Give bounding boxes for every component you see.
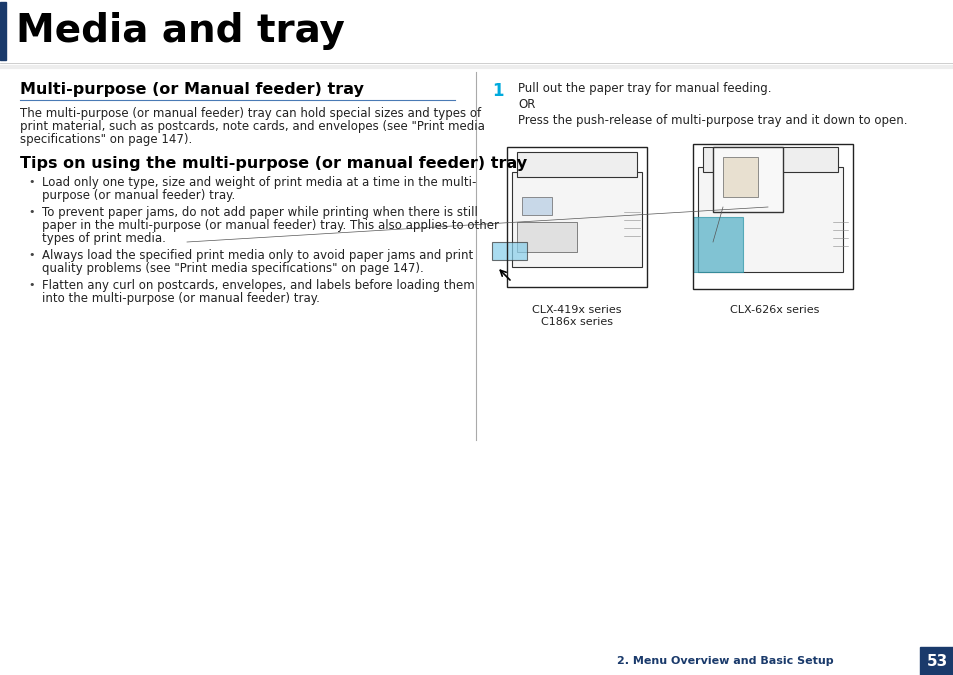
Bar xyxy=(702,147,837,172)
Bar xyxy=(919,647,953,675)
Text: •: • xyxy=(28,207,34,217)
Bar xyxy=(692,144,852,289)
Text: Always load the specified print media only to avoid paper jams and print: Always load the specified print media on… xyxy=(42,249,473,262)
Text: purpose (or manual feeder) tray.: purpose (or manual feeder) tray. xyxy=(42,189,235,202)
Text: types of print media.: types of print media. xyxy=(42,232,166,245)
Text: paper in the multi-purpose (or manual feeder) tray. This also applies to other: paper in the multi-purpose (or manual fe… xyxy=(42,219,498,232)
Text: quality problems (see "Print media specifications" on page 147).: quality problems (see "Print media speci… xyxy=(42,262,423,275)
Bar xyxy=(517,222,577,252)
Text: Media and tray: Media and tray xyxy=(16,12,345,50)
Bar xyxy=(506,147,646,287)
Text: Load only one type, size and weight of print media at a time in the multi-: Load only one type, size and weight of p… xyxy=(42,176,476,189)
Text: OR: OR xyxy=(517,98,535,111)
Text: •: • xyxy=(28,250,34,260)
Text: CLX-419x series: CLX-419x series xyxy=(532,305,621,315)
Text: 2. Menu Overview and Basic Setup: 2. Menu Overview and Basic Setup xyxy=(617,656,833,666)
Text: 1: 1 xyxy=(492,82,503,100)
Bar xyxy=(0,2,6,60)
Text: CLX-626x series: CLX-626x series xyxy=(730,305,819,315)
Bar xyxy=(722,157,758,197)
Text: specifications" on page 147).: specifications" on page 147). xyxy=(20,133,193,146)
Text: To prevent paper jams, do not add paper while printing when there is still: To prevent paper jams, do not add paper … xyxy=(42,206,477,219)
Text: Press the push-release of multi-purpose tray and it down to open.: Press the push-release of multi-purpose … xyxy=(517,114,906,127)
Bar xyxy=(521,197,552,215)
Text: 53: 53 xyxy=(925,653,946,668)
Text: •: • xyxy=(28,177,34,187)
Text: Tips on using the multi-purpose (or manual feeder) tray: Tips on using the multi-purpose (or manu… xyxy=(20,156,527,171)
Text: C186x series: C186x series xyxy=(540,317,613,327)
Bar xyxy=(512,172,641,267)
Bar xyxy=(692,217,742,272)
Text: into the multi-purpose (or manual feeder) tray.: into the multi-purpose (or manual feeder… xyxy=(42,292,319,305)
Bar xyxy=(698,167,842,272)
Bar xyxy=(712,147,782,212)
Text: The multi-purpose (or manual feeder) tray can hold special sizes and types of: The multi-purpose (or manual feeder) tra… xyxy=(20,107,480,120)
Text: Multi-purpose (or Manual feeder) tray: Multi-purpose (or Manual feeder) tray xyxy=(20,82,363,97)
Text: print material, such as postcards, note cards, and envelopes (see "Print media: print material, such as postcards, note … xyxy=(20,120,484,133)
Text: Flatten any curl on postcards, envelopes, and labels before loading them: Flatten any curl on postcards, envelopes… xyxy=(42,279,475,292)
Text: •: • xyxy=(28,280,34,290)
Bar xyxy=(492,242,526,260)
Bar xyxy=(517,152,637,177)
Text: Pull out the paper tray for manual feeding.: Pull out the paper tray for manual feedi… xyxy=(517,82,771,95)
